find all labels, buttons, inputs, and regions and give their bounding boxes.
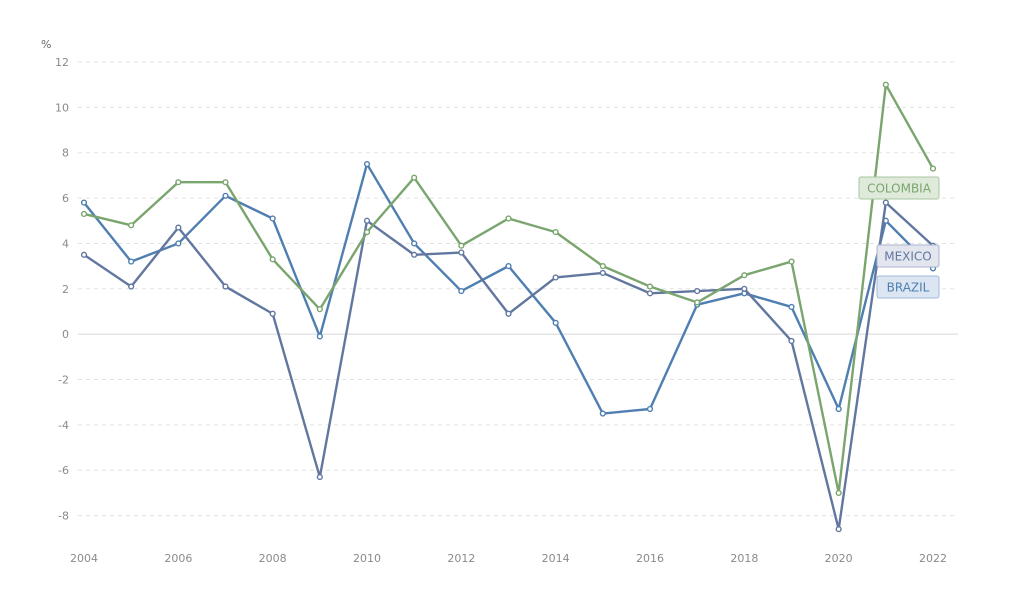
y-tick-label: -2 <box>58 374 69 387</box>
data-point[interactable] <box>363 229 371 236</box>
data-point[interactable] <box>269 310 276 317</box>
data-point[interactable] <box>316 333 323 340</box>
data-point[interactable] <box>505 310 512 317</box>
x-tick-label: 2016 <box>636 552 664 565</box>
series-brazil <box>80 160 937 417</box>
data-point[interactable] <box>80 251 88 258</box>
data-point[interactable] <box>269 215 276 222</box>
data-point[interactable] <box>316 306 323 313</box>
x-tick-label: 2020 <box>825 552 853 565</box>
series-label-box <box>858 176 940 200</box>
data-point[interactable] <box>411 251 418 258</box>
y-tick-label: 0 <box>62 328 69 341</box>
x-tick-label: 2018 <box>730 552 758 565</box>
data-point[interactable] <box>222 283 229 290</box>
series-mexico <box>80 199 937 533</box>
data-point[interactable] <box>646 290 654 297</box>
data-point[interactable] <box>694 299 701 306</box>
data-point[interactable] <box>458 242 465 249</box>
data-point[interactable] <box>835 489 842 497</box>
data-point[interactable] <box>458 249 465 256</box>
y-axis-unit-label: % <box>41 38 51 51</box>
x-tick-label: 2022 <box>919 552 947 565</box>
data-point[interactable] <box>646 283 654 290</box>
data-point[interactable] <box>835 526 842 533</box>
data-point[interactable] <box>552 274 559 281</box>
data-point[interactable] <box>175 224 182 231</box>
x-tick-label: 2004 <box>70 552 98 565</box>
series-line <box>82 201 935 531</box>
data-point[interactable] <box>882 199 889 206</box>
data-point[interactable] <box>363 217 371 224</box>
data-point[interactable] <box>741 285 748 292</box>
data-point[interactable] <box>128 283 135 290</box>
data-point[interactable] <box>646 405 654 413</box>
data-point[interactable] <box>411 174 418 181</box>
data-point[interactable] <box>505 215 512 222</box>
series-label-layer: COLOMBIA MEXICO BRAZIL <box>858 176 940 299</box>
y-tick-label: -6 <box>58 464 69 477</box>
series-label-text: COLOMBIA <box>867 182 932 196</box>
data-point[interactable] <box>80 199 88 206</box>
axis-layer: % 12 10 8 6 4 2 0 -2 -4 -6 -8 2004 2006 2008 2010 2012 2… <box>41 38 947 565</box>
data-point[interactable] <box>175 240 182 247</box>
y-tick-label: 4 <box>62 237 69 250</box>
data-point[interactable] <box>788 258 795 265</box>
y-tick-label: 2 <box>62 283 69 296</box>
x-tick-label: 2006 <box>164 552 192 565</box>
data-point[interactable] <box>835 405 842 413</box>
series-line <box>82 162 935 415</box>
series-label-text: MEXICO <box>884 250 932 264</box>
series-label-text: BRAZIL <box>887 281 930 295</box>
data-point[interactable] <box>128 222 135 229</box>
y-tick-label: 10 <box>55 101 69 114</box>
data-point[interactable] <box>505 263 512 270</box>
x-tick-label: 2010 <box>353 552 381 565</box>
series-layer <box>80 81 937 533</box>
grid-layer <box>78 61 958 517</box>
y-tick-label: 6 <box>62 192 69 205</box>
series-label-mexico: MEXICO <box>876 244 940 268</box>
data-point[interactable] <box>269 256 276 263</box>
data-point[interactable] <box>741 272 748 279</box>
data-point[interactable] <box>411 240 418 247</box>
series-label-box <box>876 244 940 268</box>
data-point[interactable] <box>80 210 88 218</box>
x-tick-label: 2008 <box>259 552 287 565</box>
series-label-colombia: COLOMBIA <box>858 176 940 200</box>
data-point[interactable] <box>222 192 229 199</box>
data-point[interactable] <box>552 229 559 236</box>
y-tick-label: -4 <box>58 419 69 432</box>
data-point[interactable] <box>222 179 229 186</box>
data-point[interactable] <box>929 165 937 172</box>
data-point[interactable] <box>788 303 795 311</box>
series-label-box <box>876 275 940 299</box>
y-tick-label: 8 <box>62 147 69 160</box>
x-tick-label: 2014 <box>542 552 570 565</box>
x-tick-label: 2012 <box>447 552 475 565</box>
data-point[interactable] <box>316 473 323 481</box>
series-line <box>82 83 935 495</box>
data-point[interactable] <box>599 263 606 270</box>
y-tick-label: -8 <box>58 510 69 523</box>
data-point[interactable] <box>599 410 606 417</box>
data-point[interactable] <box>363 160 371 168</box>
y-tick-label: 12 <box>55 56 69 69</box>
data-point[interactable] <box>882 81 889 88</box>
data-point[interactable] <box>788 337 795 345</box>
series-colombia <box>80 81 937 497</box>
data-point[interactable] <box>458 287 465 295</box>
data-point[interactable] <box>694 287 701 295</box>
data-point[interactable] <box>175 179 182 186</box>
data-point[interactable] <box>599 269 606 277</box>
series-label-brazil: BRAZIL <box>876 275 940 299</box>
data-point[interactable] <box>128 258 135 265</box>
data-point[interactable] <box>552 319 559 326</box>
